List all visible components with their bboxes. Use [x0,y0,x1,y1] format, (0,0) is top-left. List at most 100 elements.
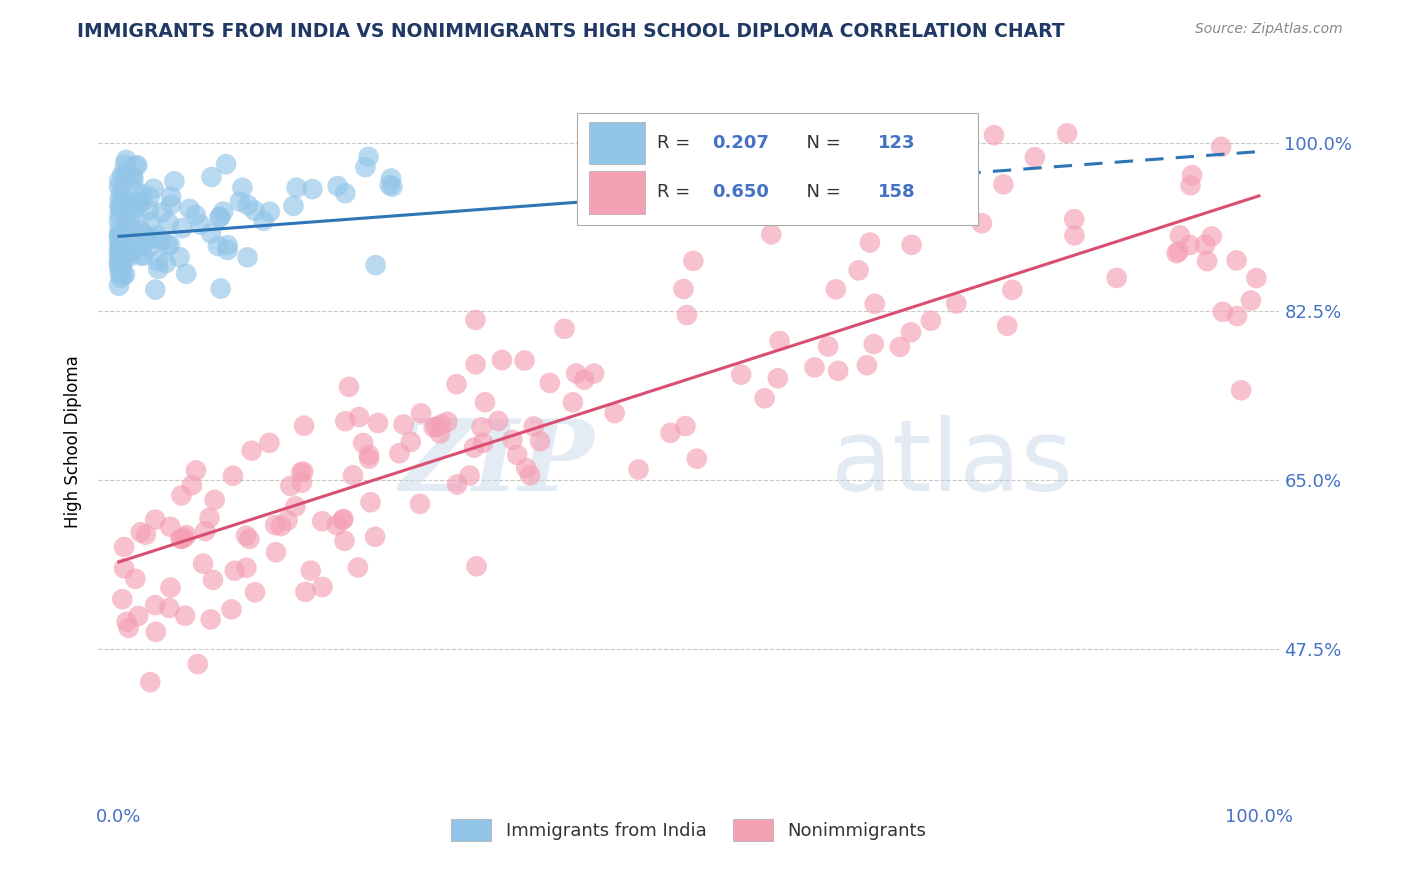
Point [160,189,183,203]
Point [945,296,967,310]
Point [730,368,752,382]
Point [380,171,402,186]
Point [114,157,136,171]
Point [204,492,226,507]
Point [110,243,132,257]
Point [1212,305,1234,319]
Point [311,514,333,528]
Point [142,231,165,245]
Point [538,376,561,390]
Point [115,615,138,629]
Point [110,243,132,257]
Point [156,237,179,252]
Point [157,601,180,615]
Point [111,168,134,182]
Point [283,199,305,213]
Point [470,420,492,434]
Point [200,612,222,626]
Text: Source: ZipAtlas.com: Source: ZipAtlas.com [1195,22,1343,37]
Point [129,222,152,236]
Point [159,237,181,252]
Point [110,185,132,199]
Point [429,426,451,441]
Point [876,169,898,183]
Point [172,221,194,235]
Point [112,244,135,259]
Point [627,462,650,476]
Point [673,419,696,434]
Point [108,278,131,293]
Point [292,418,315,433]
Point [995,318,1018,333]
Point [1197,254,1219,268]
Point [335,186,357,201]
Point [208,210,231,224]
Point [240,443,263,458]
Point [108,260,131,275]
Point [160,197,183,211]
Point [170,488,193,502]
Point [170,532,193,546]
Text: R =: R = [657,183,696,202]
Point [108,244,131,258]
Point [364,258,387,272]
Point [889,340,911,354]
Point [222,468,245,483]
Point [464,357,486,371]
Point [243,203,266,218]
Point [486,414,509,428]
Point [143,513,166,527]
Point [299,564,322,578]
Point [803,360,825,375]
Point [108,255,131,269]
Point [311,580,333,594]
Point [513,353,536,368]
Point [827,364,849,378]
Point [207,239,229,253]
Point [430,417,453,432]
Point [325,518,347,533]
Point [138,203,160,218]
Point [1024,150,1046,164]
Point [209,282,232,296]
Legend: Immigrants from India, Nonimmigrants: Immigrants from India, Nonimmigrants [444,812,934,848]
Point [1063,212,1085,227]
Point [264,518,287,533]
Point [145,228,167,243]
Point [672,282,695,296]
Point [179,202,201,216]
Point [423,420,446,434]
Point [357,448,380,462]
Point [388,446,411,460]
Point [359,451,381,466]
Point [900,326,922,340]
Point [1230,383,1253,397]
Point [259,204,281,219]
Point [108,198,131,212]
Point [115,245,138,260]
Point [108,202,131,216]
Point [983,128,1005,143]
Text: ZIP: ZIP [399,415,595,511]
Point [118,243,141,257]
Point [993,178,1015,192]
Point [229,194,252,209]
Point [817,339,839,353]
Point [335,414,357,428]
Point [132,236,155,251]
Point [194,524,217,538]
Point [1105,271,1128,285]
Point [294,585,316,599]
Point [111,241,134,255]
Point [112,540,135,554]
FancyBboxPatch shape [589,122,645,164]
Point [761,227,783,242]
Point [464,313,486,327]
Point [136,231,159,245]
Point [252,214,274,228]
Point [360,495,382,509]
Point [108,241,131,255]
Point [863,297,886,311]
Point [392,417,415,432]
Point [117,621,139,635]
